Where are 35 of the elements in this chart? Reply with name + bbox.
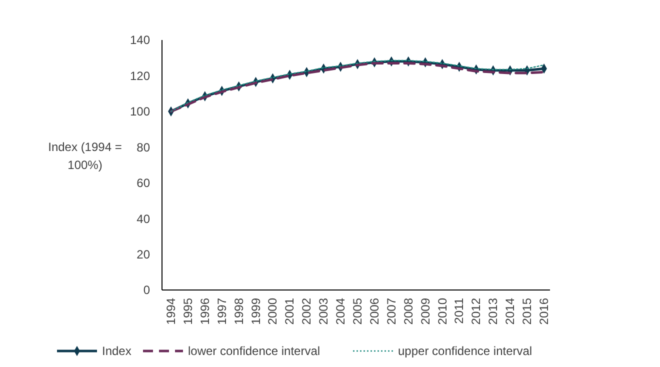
y-tick-label: 40	[136, 212, 150, 226]
x-tick-label: 1999	[248, 298, 263, 325]
x-tick-label: 2013	[486, 298, 500, 325]
y-tick-label: 80	[136, 140, 150, 154]
x-tick-label: 2016	[537, 298, 551, 325]
x-tick-label: 2003	[316, 298, 331, 325]
x-tick-label: 2015	[520, 298, 534, 325]
y-tick-label: 100	[130, 104, 150, 119]
legend-label: lower confidence interval	[188, 344, 320, 358]
x-tick-label: 2009	[418, 298, 432, 325]
x-tick-label: 2007	[384, 298, 398, 325]
x-tick-label: 2006	[367, 298, 382, 325]
x-tick-label: 2008	[401, 298, 416, 325]
x-tick-label: 1997	[214, 298, 229, 325]
x-tick-label: 2004	[334, 298, 348, 325]
y-tick-label: 120	[130, 68, 150, 83]
y-tick-label: 140	[130, 33, 150, 48]
x-tick-label: 2010	[435, 298, 450, 325]
y-axis-title: Index (1994 = 100%)	[48, 140, 122, 172]
legend-label: upper confidence interval	[398, 344, 532, 358]
x-tick-label: 2011	[452, 298, 466, 324]
x-tick-label: 2012	[469, 298, 484, 325]
x-tick-label: 1998	[232, 298, 246, 325]
y-tick-label: 0	[143, 283, 150, 298]
x-tick-label: 2005	[350, 298, 364, 325]
x-tick-label: 1995	[180, 298, 195, 325]
x-tick-label: 2002	[300, 298, 314, 325]
x-tick-label: 1996	[198, 298, 212, 325]
x-tick-label: 1994	[164, 298, 178, 325]
y-tick-label: 20	[136, 247, 150, 262]
x-tick-label: 2014	[503, 298, 518, 325]
y-tick-label: 60	[136, 176, 150, 190]
x-tick-label: 2000	[266, 298, 280, 325]
x-tick-label: 2001	[282, 298, 297, 325]
legend-label: Index	[102, 344, 132, 358]
